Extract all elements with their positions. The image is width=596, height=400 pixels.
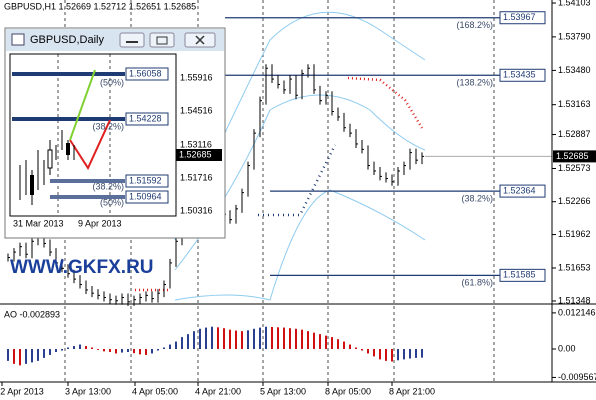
current-price-box xyxy=(553,150,596,163)
inset-fib: (38.2%) xyxy=(92,121,124,131)
inset-level-box xyxy=(125,190,169,204)
price-bars xyxy=(7,64,424,306)
level-box xyxy=(499,11,546,25)
inset-window: GBPUSD,Daily 1.52685 1.55916 1.54516 1.5… xyxy=(4,27,226,239)
inset-fib: (50%) xyxy=(100,197,124,207)
price-tick-label: 1.52573 xyxy=(558,163,591,173)
inset-date: 31 Mar 2013 xyxy=(13,218,64,228)
inset-axis-label: 1.50316 xyxy=(180,205,213,215)
price-tick-label: 1.52266 xyxy=(558,196,591,206)
level-label: 1.53967 xyxy=(503,12,536,22)
ao-tick-label: -0.009567 xyxy=(558,372,596,382)
inset-level-label: 1.51592 xyxy=(129,175,162,185)
inset-axis-label: 1.54516 xyxy=(180,105,213,115)
price-tick-label: 1.51653 xyxy=(558,262,591,272)
inset-candle xyxy=(66,143,70,155)
time-label: 3 Apr 13:00 xyxy=(65,386,111,396)
inset-level-box xyxy=(125,67,169,81)
current-price-label: 1.52685 xyxy=(556,151,589,161)
maximize-glyph xyxy=(156,36,168,45)
time-label: 8 Apr 21:00 xyxy=(389,386,435,396)
inset-level-label: 1.54228 xyxy=(129,113,162,123)
inset-title: GBPUSD,Daily xyxy=(30,34,104,46)
inset-candle xyxy=(47,149,53,169)
inset-axis-label: 1.55916 xyxy=(180,72,213,82)
price-tick-label: 1.51348 xyxy=(558,295,591,305)
price-tick-label: 1.51962 xyxy=(558,229,591,239)
inset-current: 1.52685 xyxy=(179,149,212,159)
fib-label: (61.8%) xyxy=(461,278,493,288)
watermark: WWW.GKFX.RU xyxy=(10,257,154,278)
time-label: 4 Apr 21:00 xyxy=(195,386,241,396)
inset-level-box xyxy=(125,112,169,126)
inset-candle xyxy=(30,175,34,195)
ao-label: AO -0.002893 xyxy=(4,309,60,319)
fib-label: (138.2%) xyxy=(456,78,493,88)
level-label: 1.51585 xyxy=(503,270,536,280)
ao-tick-label: 0.00 xyxy=(558,343,576,353)
price-tick-label: 1.54103 xyxy=(558,0,591,7)
inset-leg-up xyxy=(69,69,96,141)
inset-level-label: 1.50964 xyxy=(129,191,162,201)
inset-date: 9 Apr 2013 xyxy=(78,218,122,228)
levels: 1.53967 (168.2%) 1.53435 (138.2%) 1.52364 (38… xyxy=(225,11,552,288)
price-tick-label: 1.53480 xyxy=(558,65,591,75)
lower-band xyxy=(174,189,426,301)
level-box xyxy=(499,184,546,198)
sar-up xyxy=(258,144,337,217)
minimize-button[interactable] xyxy=(119,32,145,48)
inset-axis-label: 1.51716 xyxy=(180,172,213,182)
level-box xyxy=(499,268,546,282)
fib-label: (38.2%) xyxy=(461,193,493,203)
ao-histogram xyxy=(7,326,423,366)
inset-icon xyxy=(11,33,25,46)
sar-down xyxy=(347,76,424,129)
maximize-button[interactable] xyxy=(149,32,175,48)
level-label: 1.52364 xyxy=(503,185,536,195)
price-axis: 1.54103 1.53790 1.53480 1.53163 1.52887 1.525… xyxy=(552,0,596,382)
inset-fib: (38.2%) xyxy=(92,181,124,191)
time-axis: 2 Apr 2013 3 Apr 13:00 4 Apr 05:00 4 Apr 21… xyxy=(0,382,435,396)
time-label: 8 Apr 05:00 xyxy=(325,386,371,396)
price-tick-label: 1.53790 xyxy=(558,31,591,41)
ao-tick-label: 0.012146 xyxy=(558,307,596,317)
time-label: 2 Apr 2013 xyxy=(0,386,44,396)
inset-level-label: 1.56058 xyxy=(129,68,162,78)
header: GBPUSD,H1 1.52669 1.52712 1.52651 1.5268… xyxy=(4,1,196,11)
time-label: 5 Apr 13:00 xyxy=(260,386,306,396)
level-box xyxy=(499,68,546,82)
inset-level-box xyxy=(125,174,169,188)
fib-label: (168.2%) xyxy=(456,20,493,30)
time-label: 4 Apr 05:00 xyxy=(132,386,178,396)
close-glyph xyxy=(195,35,205,45)
price-tick-label: 1.52887 xyxy=(558,129,591,139)
price-tick-label: 1.53163 xyxy=(558,99,591,109)
level-label: 1.53435 xyxy=(503,70,536,80)
grid xyxy=(64,0,495,382)
inset-axis-label: 1.53116 xyxy=(180,139,212,149)
inset-fib: (50%) xyxy=(100,77,124,87)
inset-leg-down xyxy=(69,119,111,171)
inset-current-box xyxy=(176,149,222,161)
parabolic-sar xyxy=(135,76,424,292)
